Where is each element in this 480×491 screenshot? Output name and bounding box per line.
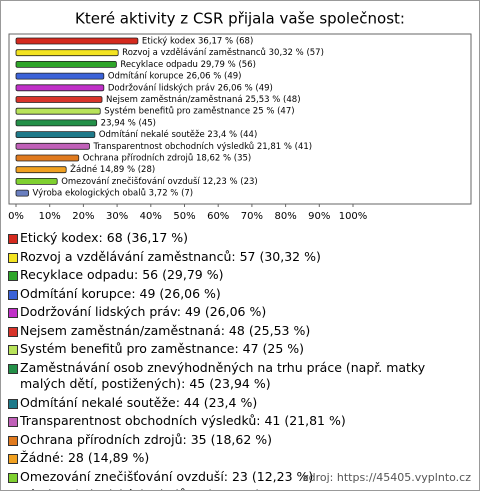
legend-item: Ochrana přírodních zdrojů: 35 (18,62 %) bbox=[7, 432, 469, 449]
x-tick-label: 50% bbox=[173, 211, 195, 222]
bar-label: Ochrana přírodních zdrojů 18,62 % (35) bbox=[83, 153, 252, 164]
legend-swatch bbox=[8, 435, 18, 446]
legend-item: Systém benefitů pro zaměstnance: 47 (25 … bbox=[7, 341, 469, 358]
legend-swatch bbox=[8, 308, 18, 318]
legend-label: Omezování znečišťování ovzduší: 23 (12,2… bbox=[20, 468, 314, 484]
legend-swatch bbox=[8, 271, 18, 281]
bar-label: Odmítání nekalé soutěže 23,4 % (44) bbox=[99, 129, 257, 140]
bar-label: Dodržování lidských práv 26,06 % (49) bbox=[108, 83, 273, 93]
x-tick-label: 90% bbox=[308, 211, 330, 222]
legend-item: Dodržování lidských práv: 49 (26,06 %) bbox=[7, 304, 469, 321]
bar bbox=[15, 142, 90, 150]
legend-label: Transparentnost obchodních výsledků: 41 … bbox=[20, 413, 346, 428]
bar bbox=[15, 84, 105, 92]
legend-item: Nejsem zaměstnán/zaměstnaná: 48 (25,53 %… bbox=[7, 323, 469, 340]
chart: Které aktivity z CSR přijala vaše společ… bbox=[8, 10, 472, 222]
legend-label: Ochrana přírodních zdrojů: 35 (18,62 %) bbox=[20, 431, 273, 447]
legend-item: Omezování znečišťování ovzduší: 23 (12,2… bbox=[7, 469, 469, 486]
legend-label: Výroba ekologických obalů: 7 (3,72 %) bbox=[20, 487, 260, 490]
bar-label: Etický kodex 36,17 % (68) bbox=[142, 37, 253, 47]
legend-label: Nejsem zaměstnán/zaměstnaná: 48 (25,53 %… bbox=[20, 322, 311, 338]
bar-label: 23,94 % (45) bbox=[101, 118, 156, 128]
x-tick-label: 10% bbox=[39, 211, 61, 222]
bar bbox=[15, 96, 103, 103]
source: zdroj: https://45405.vyplnto.cz bbox=[302, 471, 471, 484]
bar bbox=[15, 72, 105, 80]
legend-label: Zaměstnávání osob znevýhodněných na trhu… bbox=[20, 359, 426, 392]
legend-swatch bbox=[8, 417, 18, 427]
legend-swatch bbox=[8, 289, 18, 300]
x-tick-label: 70% bbox=[241, 211, 263, 222]
legend-label: Žádné: 28 (14,89 %) bbox=[20, 450, 150, 465]
bar bbox=[15, 107, 101, 115]
legend-label: Odmítání nekalé soutěže: 44 (23,4 %) bbox=[20, 394, 258, 410]
bar bbox=[15, 119, 98, 127]
chart-title: Které aktivity z CSR přijala vaše společ… bbox=[75, 10, 405, 28]
legend-item: Žádné: 28 (14,89 %) bbox=[7, 450, 469, 467]
legend-item: Rozvoj a vzdělávání zaměstnanců: 57 (30,… bbox=[7, 249, 469, 266]
bar-label: Nejsem zaměstnán/zaměstnaná 25,53 % (48) bbox=[106, 95, 300, 105]
bar-label: Transparentnost obchodních výsledků 21,8… bbox=[92, 141, 312, 152]
legend-label: Etický kodex: 68 (36,17 %) bbox=[20, 230, 189, 245]
bar bbox=[15, 37, 139, 45]
x-tick-label: 60% bbox=[207, 211, 229, 222]
bar-label: Výroba ekologických obalů 3,72 % (7) bbox=[33, 188, 194, 199]
bar-label: Omezování znečišťování ovzduší 12,23 % (… bbox=[61, 176, 258, 187]
legend-item: Etický kodex: 68 (36,17 %) bbox=[7, 230, 469, 247]
x-tick-label: 80% bbox=[274, 211, 296, 222]
legend-item: Zaměstnávání osob znevýhodněných na trhu… bbox=[7, 360, 469, 393]
legend-item: Odmítání korupce: 49 (26,06 %) bbox=[7, 286, 469, 303]
legend-label: Odmítání korupce: 49 (26,06 %) bbox=[20, 285, 221, 301]
legend-swatch bbox=[8, 398, 18, 409]
legend-item: Odmítání nekalé soutěže: 44 (23,4 %) bbox=[7, 395, 469, 412]
bar bbox=[15, 154, 80, 162]
bar-label: Recyklace odpadu 29,79 % (56) bbox=[120, 60, 256, 70]
legend-swatch bbox=[8, 363, 18, 374]
legend-swatch bbox=[8, 472, 18, 483]
bar bbox=[15, 189, 29, 197]
bar bbox=[15, 131, 96, 139]
x-tick-label: 30% bbox=[106, 211, 128, 222]
bar bbox=[15, 166, 67, 174]
x-tick-label: 100% bbox=[339, 211, 368, 222]
legend-label: Recyklace odpadu: 56 (29,79 %) bbox=[20, 267, 224, 282]
legend-swatch bbox=[8, 326, 18, 337]
legend-item: Recyklace odpadu: 56 (29,79 %) bbox=[7, 267, 469, 284]
legend-label: Rozvoj a vzdělávání zaměstnanců: 57 (30,… bbox=[20, 248, 321, 264]
legend-label: Systém benefitů pro zaměstnance: 47 (25 … bbox=[20, 341, 305, 356]
legend: Etický kodex: 68 (36,17 %) Rozvoj a vzděl… bbox=[7, 230, 469, 490]
legend-swatch bbox=[8, 252, 18, 263]
bar-label: Odmítání korupce 26,06 % (49) bbox=[108, 72, 242, 82]
legend-swatch bbox=[8, 454, 18, 464]
bar bbox=[15, 61, 117, 68]
legend-swatch bbox=[8, 345, 18, 355]
bar-label: Žádné 14,89 % (28) bbox=[70, 163, 155, 175]
x-tick-label: 40% bbox=[140, 211, 162, 222]
legend-label: Dodržování lidských práv: 49 (26,06 %) bbox=[20, 304, 267, 319]
legend-item: Výroba ekologických obalů: 7 (3,72 %) bbox=[7, 487, 469, 490]
legend-swatch bbox=[8, 234, 18, 244]
bar-label: Rozvoj a vzdělávání zaměstnanců 30,32 % … bbox=[122, 47, 324, 58]
bar bbox=[15, 49, 119, 57]
x-tick-label: 20% bbox=[72, 211, 94, 222]
bar bbox=[15, 177, 58, 185]
bar-label: Systém benefitů pro zaměstnance 25 % (47… bbox=[104, 106, 294, 117]
legend-item: Transparentnost obchodních výsledků: 41 … bbox=[7, 413, 469, 430]
x-tick-label: 0% bbox=[8, 211, 24, 222]
